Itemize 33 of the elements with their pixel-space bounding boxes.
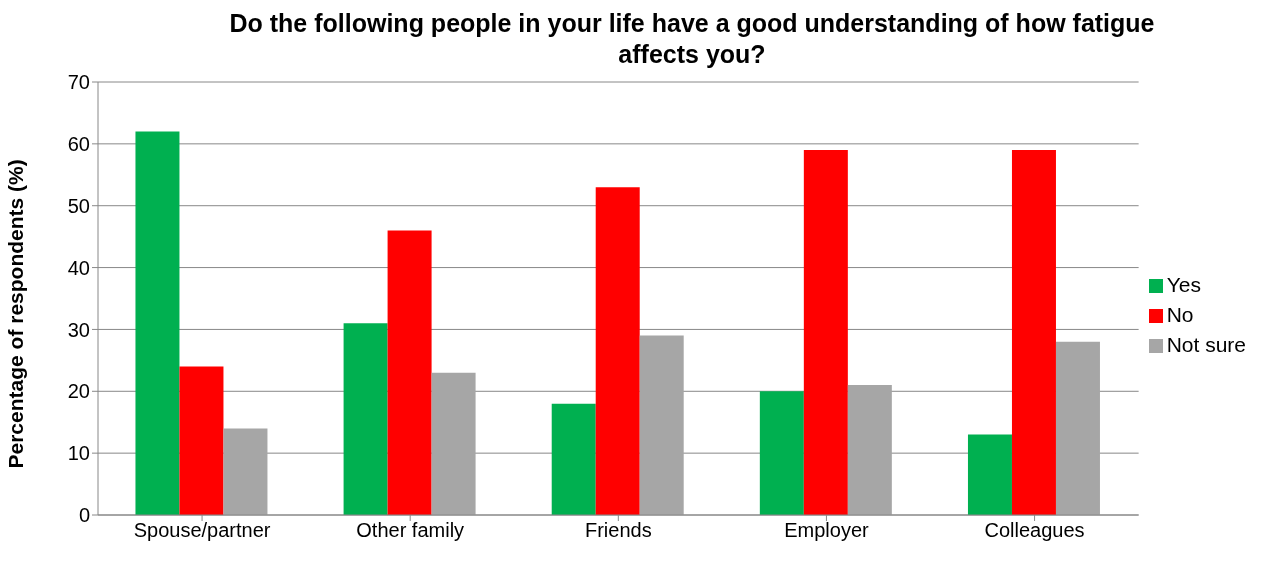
bar — [639, 335, 684, 515]
y-tick-label: 20 — [67, 380, 90, 403]
bar — [803, 150, 848, 515]
y-tick-label: 70 — [67, 71, 90, 94]
y-tick-label: 0 — [78, 504, 90, 527]
bar — [135, 131, 180, 515]
chart-title: Do the following people in your life have a good understanding of how fatigue affects you? — [228, 8, 1156, 70]
bar — [759, 391, 804, 515]
y-tick-label: 30 — [67, 318, 90, 341]
x-tick-label: Colleagues — [984, 519, 1085, 542]
bar — [595, 187, 640, 515]
y-tick-label: 60 — [67, 132, 90, 155]
bar — [1055, 341, 1100, 515]
y-tick-label: 40 — [67, 256, 90, 279]
bar — [179, 366, 224, 515]
bar — [551, 403, 596, 515]
y-tick-label: 50 — [67, 194, 90, 217]
x-tick-label: Spouse/partner — [133, 519, 271, 542]
bar — [343, 323, 388, 515]
bar — [847, 385, 892, 515]
bar — [387, 230, 432, 515]
x-tick-label: Other family — [356, 519, 465, 542]
legend-label: Yes — [1166, 273, 1201, 296]
bar — [967, 434, 1012, 515]
x-tick-label: Friends — [584, 519, 652, 542]
bar — [431, 372, 476, 515]
legend-label: Not sure — [1166, 333, 1246, 356]
bar — [1011, 150, 1056, 515]
bar — [223, 428, 268, 515]
legend-label: No — [1166, 303, 1194, 326]
x-tick-label: Employer — [784, 519, 870, 542]
y-tick-label: 10 — [67, 442, 90, 465]
y-axis-title: Percentage of respondents (%) — [4, 159, 28, 469]
